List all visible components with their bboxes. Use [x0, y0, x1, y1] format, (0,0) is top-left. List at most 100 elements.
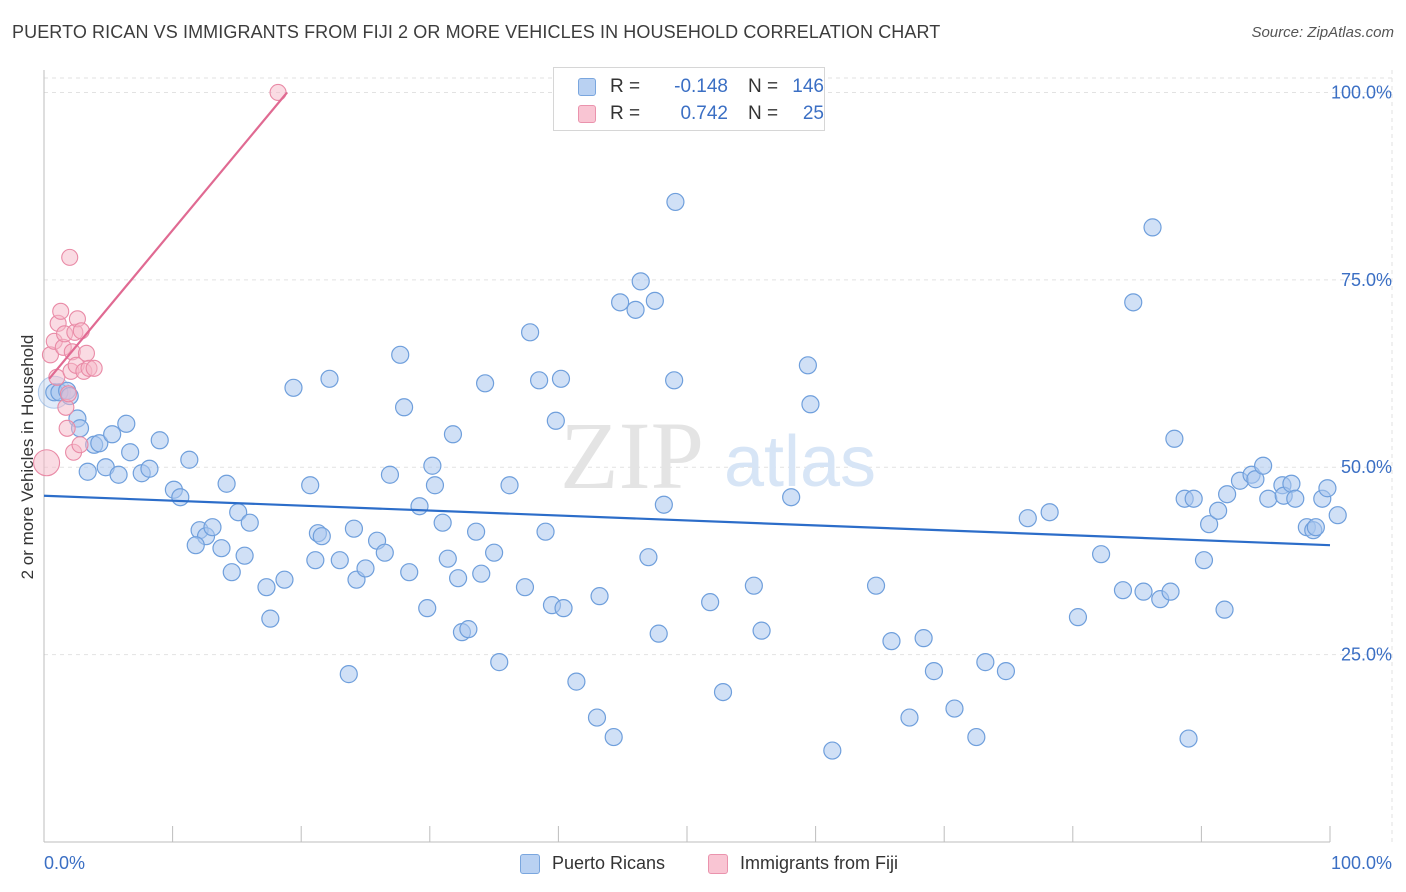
y-tick-label: 75.0% — [1341, 270, 1392, 290]
point-puerto-ricans — [536, 522, 555, 541]
point-puerto-ricans — [1161, 582, 1180, 601]
legend-r-value: 0.742 — [680, 103, 728, 124]
legend-n-label: N = — [748, 76, 779, 97]
tick-labels: 25.0% 50.0% 75.0% 100.0% 0.0% 100.0% — [44, 82, 1392, 873]
point-puerto-ricans — [109, 465, 128, 484]
point-puerto-ricans — [466, 522, 486, 541]
trend-line-fiji — [48, 91, 288, 380]
point-puerto-ricans — [1328, 506, 1347, 525]
y-axis-label: 2 or more Vehicles in Household — [18, 334, 37, 580]
point-puerto-ricans — [443, 425, 463, 444]
point-puerto-ricans — [782, 488, 801, 507]
correlation-legend: R = -0.148 N = 146 R = 0.742 N = 25 — [553, 67, 825, 131]
point-puerto-ricans — [235, 546, 254, 565]
watermark: ZIP atlas — [560, 402, 876, 509]
point-puerto-ricans — [261, 609, 280, 628]
point-puerto-ricans — [1259, 489, 1278, 508]
point-puerto-ricans — [1194, 551, 1214, 570]
point-puerto-ricans — [344, 519, 364, 538]
point-puerto-ricans — [375, 543, 394, 562]
legend-r-value: -0.148 — [674, 76, 728, 97]
point-puerto-ricans — [212, 539, 231, 558]
point-puerto-ricans — [121, 443, 140, 462]
legend-r-label: R = — [610, 103, 641, 124]
point-puerto-ricans — [744, 576, 763, 595]
point-puerto-ricans — [275, 570, 294, 589]
point-fiji — [61, 248, 79, 266]
legend-r-label: R = — [610, 76, 641, 97]
point-puerto-ricans — [587, 708, 607, 727]
point-puerto-ricans — [567, 672, 586, 691]
point-puerto-ricans — [312, 527, 331, 546]
legend-label-fiji: Immigrants from Fiji — [740, 853, 899, 873]
point-puerto-ricans — [801, 395, 820, 414]
watermark-zip: ZIP — [560, 402, 704, 509]
point-puerto-ricans — [140, 459, 159, 478]
series-legend: Puerto Ricans Immigrants from Fiji — [0, 850, 1406, 880]
point-fiji — [77, 344, 95, 362]
point-puerto-ricans — [515, 578, 535, 597]
point-puerto-ricans — [701, 593, 720, 612]
y-tick-label: 100.0% — [1331, 82, 1392, 102]
point-puerto-ricans — [1318, 479, 1337, 498]
point-puerto-ricans — [448, 569, 468, 588]
point-puerto-ricans — [1306, 518, 1325, 537]
point-puerto-ricans — [1218, 485, 1237, 504]
point-puerto-ricans — [171, 488, 190, 507]
point-puerto-ricans — [257, 578, 276, 597]
legend-n-label: N = — [748, 103, 779, 124]
point-puerto-ricans — [530, 371, 549, 390]
point-puerto-ricans — [306, 551, 325, 570]
chart-title: PUERTO RICAN VS IMMIGRANTS FROM FIJI 2 O… — [12, 22, 941, 42]
point-puerto-ricans — [433, 513, 452, 532]
point-puerto-ricans — [996, 662, 1016, 681]
point-puerto-ricans — [666, 192, 685, 212]
point-fiji — [85, 359, 103, 377]
point-puerto-ricans — [604, 727, 623, 747]
trend-lines — [43, 91, 1331, 547]
point-puerto-ricans — [90, 434, 109, 453]
point-puerto-ricans — [1282, 474, 1301, 493]
point-puerto-ricans — [713, 682, 733, 702]
point-puerto-ricans — [1184, 489, 1203, 508]
legend-swatch-blue — [520, 853, 540, 874]
point-fiji — [52, 302, 70, 320]
y-tick-label: 50.0% — [1341, 457, 1392, 477]
watermark-atlas: atlas — [724, 422, 876, 502]
legend-n-value: 146 — [792, 76, 824, 97]
point-puerto-ricans — [546, 411, 565, 430]
point-puerto-ricans — [485, 543, 504, 562]
point-puerto-ricans — [400, 563, 419, 582]
point-puerto-ricans — [301, 476, 320, 495]
point-puerto-ricans — [626, 300, 645, 319]
point-puerto-ricans — [410, 497, 429, 516]
x-tick-label-min: 0.0% — [44, 853, 85, 873]
point-puerto-ricans — [914, 629, 933, 648]
point-puerto-ricans — [391, 345, 410, 364]
point-puerto-ricans — [654, 495, 673, 514]
point-puerto-ricans — [438, 549, 457, 568]
point-puerto-ricans — [1018, 509, 1037, 528]
point-puerto-ricans — [222, 563, 241, 582]
point-puerto-ricans — [900, 708, 919, 727]
point-puerto-ricans — [1200, 515, 1219, 534]
legend-item-puerto-ricans[interactable]: Puerto Ricans — [520, 853, 665, 874]
point-puerto-ricans — [284, 378, 303, 397]
point-puerto-ricans — [217, 474, 236, 493]
y-tick-label: 25.0% — [1341, 645, 1392, 665]
point-puerto-ricans — [475, 374, 495, 393]
point-puerto-ricans — [924, 662, 944, 681]
point-puerto-ricans — [551, 369, 571, 388]
point-puerto-ricans — [1134, 582, 1153, 601]
legend-item-fiji[interactable]: Immigrants from Fiji — [708, 853, 898, 874]
point-puerto-ricans — [203, 518, 222, 537]
point-puerto-ricans — [665, 371, 684, 390]
point-puerto-ricans — [459, 620, 478, 639]
point-puerto-ricans — [645, 291, 664, 310]
point-puerto-ricans — [356, 559, 375, 578]
series-puerto-ricans — [37, 192, 1347, 760]
point-puerto-ricans — [394, 398, 414, 417]
point-puerto-ricans — [1286, 489, 1305, 508]
trend-line-puerto-ricans — [43, 494, 1331, 547]
